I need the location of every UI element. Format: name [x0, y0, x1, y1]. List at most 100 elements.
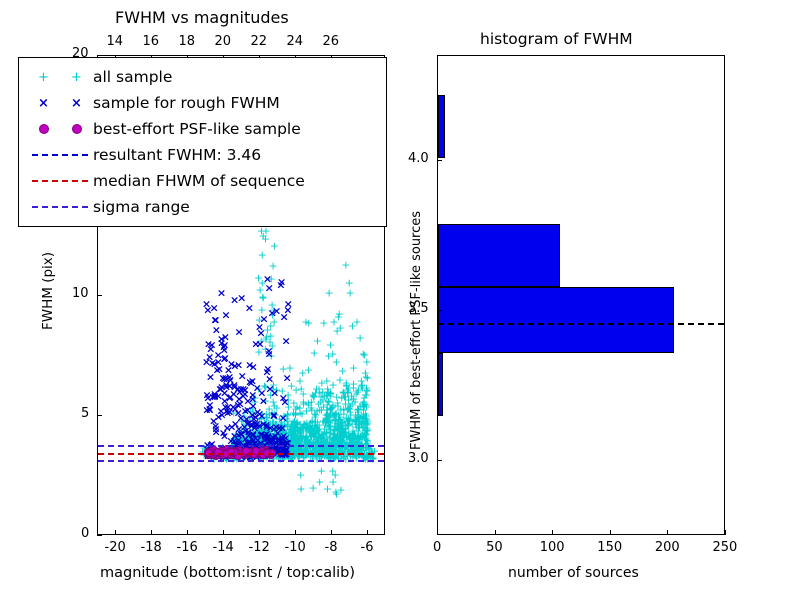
- scatter-point-all: +: [363, 386, 372, 397]
- scatter-point-all: +: [257, 422, 266, 433]
- scatter-point-all: +: [330, 421, 339, 432]
- scatter-point-rough: ×: [279, 412, 288, 423]
- scatter-point-all: +: [358, 379, 367, 390]
- scatter-point-all: +: [334, 447, 343, 458]
- scatter-point-all: +: [332, 325, 341, 336]
- scatter-point-all: +: [292, 446, 301, 457]
- axis-tick: [437, 160, 442, 161]
- scatter-point-all: +: [284, 451, 293, 462]
- scatter-point-all: +: [361, 368, 370, 379]
- scatter-point-all: +: [363, 417, 372, 428]
- axis-tick-label: -8: [325, 540, 338, 555]
- scatter-point-all: +: [256, 438, 265, 449]
- scatter-point-all: +: [335, 429, 344, 440]
- scatter-point-all: +: [335, 411, 344, 422]
- scatter-point-all: +: [306, 418, 315, 429]
- scatter-point-all: +: [326, 428, 335, 439]
- scatter-point-all: +: [344, 447, 353, 458]
- axis-tick: [552, 530, 554, 535]
- legend-label: all sample: [93, 68, 172, 86]
- scatter-point-all: +: [313, 336, 322, 347]
- scatter-point-all: +: [357, 443, 366, 454]
- scatter-point-all: +: [338, 425, 347, 436]
- scatter-point-all: +: [329, 411, 338, 422]
- scatter-point-all: +: [264, 430, 273, 441]
- scatter-point-all: +: [350, 439, 359, 450]
- scatter-point-all: +: [252, 429, 261, 440]
- scatter-point-all: +: [287, 434, 296, 445]
- scatter-point-all: +: [319, 401, 328, 412]
- scatter-point-all: +: [311, 420, 320, 431]
- scatter-point-all: +: [334, 418, 343, 429]
- scatter-point-all: +: [293, 437, 302, 448]
- axis-tick-label: 0: [433, 540, 441, 555]
- scatter-point-all: +: [348, 418, 357, 429]
- scatter-point-all: +: [252, 430, 261, 441]
- scatter-point-all: +: [338, 424, 347, 435]
- scatter-point-all: +: [253, 438, 262, 449]
- scatter-point-all: +: [327, 445, 336, 456]
- right-xlabel: number of sources: [508, 565, 639, 581]
- scatter-point-all: +: [360, 402, 369, 413]
- scatter-point-all: +: [326, 390, 335, 401]
- scatter-point-all: +: [268, 440, 277, 451]
- scatter-point-all: +: [287, 435, 296, 446]
- scatter-point-all: +: [359, 397, 368, 408]
- scatter-point-all: +: [247, 434, 256, 445]
- axis-tick-label: 26: [323, 34, 340, 49]
- axis-tick: [725, 530, 726, 535]
- scatter-point-all: +: [319, 438, 328, 449]
- scatter-point-all: +: [296, 419, 305, 430]
- scatter-point-all: +: [357, 419, 366, 430]
- scatter-point-all: +: [275, 443, 284, 454]
- axis-tick: [259, 530, 260, 535]
- scatter-point-all: +: [301, 446, 310, 457]
- scatter-point-all: +: [249, 408, 258, 419]
- scatter-point-all: +: [264, 430, 273, 441]
- histogram-plot-area[interactable]: [437, 55, 725, 535]
- scatter-point-all: +: [347, 437, 356, 448]
- scatter-point-all: +: [246, 439, 255, 450]
- scatter-point-all: +: [323, 409, 332, 420]
- scatter-point-all: +: [308, 445, 317, 456]
- scatter-point-all: +: [334, 445, 343, 456]
- scatter-point-all: +: [254, 433, 263, 444]
- scatter-point-all: +: [317, 378, 326, 389]
- scatter-point-all: +: [291, 436, 300, 447]
- scatter-point-all: +: [363, 437, 372, 448]
- scatter-point-all: +: [326, 404, 335, 415]
- scatter-point-all: +: [270, 423, 279, 434]
- scatter-point-all: +: [233, 430, 242, 441]
- scatter-point-all: +: [307, 423, 316, 434]
- scatter-point-all: +: [325, 403, 334, 414]
- scatter-point-all: +: [311, 412, 320, 423]
- scatter-point-all: +: [289, 437, 298, 448]
- scatter-point-all: +: [353, 438, 362, 449]
- scatter-point-all: +: [305, 440, 314, 451]
- scatter-point-all: +: [272, 425, 281, 436]
- scatter-point-all: +: [273, 438, 282, 449]
- scatter-point-all: +: [302, 424, 311, 435]
- scatter-point-rough: ×: [269, 411, 278, 422]
- scatter-point-all: +: [316, 396, 325, 407]
- scatter-point-all: +: [356, 443, 365, 454]
- scatter-point-all: +: [323, 383, 332, 394]
- axis-tick-label: 100: [540, 540, 565, 555]
- scatter-point-all: +: [304, 437, 313, 448]
- scatter-point-all: +: [311, 417, 320, 428]
- scatter-point-all: +: [327, 438, 336, 449]
- scatter-point-all: +: [279, 450, 288, 461]
- scatter-point-all: +: [242, 434, 251, 445]
- scatter-point-all: +: [363, 436, 372, 447]
- scatter-point-all: +: [342, 432, 351, 443]
- scatter-point-all: +: [308, 427, 317, 438]
- scatter-point-all: +: [354, 423, 363, 434]
- axis-tick: [367, 530, 368, 535]
- scatter-point-all: +: [341, 450, 350, 461]
- axis-tick-label: 16: [143, 34, 160, 49]
- scatter-point-all: +: [297, 408, 306, 419]
- scatter-point-all: +: [354, 385, 363, 396]
- legend: + + all sample × × sample for rough FWHM best-…: [18, 57, 387, 227]
- scatter-point-all: +: [287, 420, 296, 431]
- scatter-point-all: +: [339, 435, 348, 446]
